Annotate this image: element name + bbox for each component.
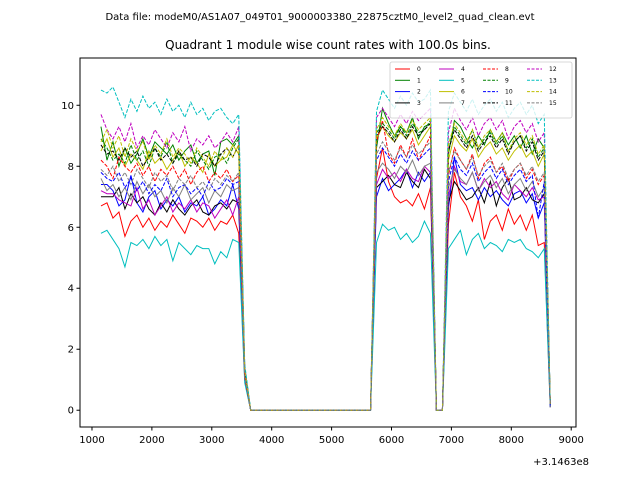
series-line-9 — [100, 118, 551, 411]
x-tick-label: 1000 — [79, 435, 104, 446]
y-tick-label: 10 — [61, 101, 74, 112]
series-line-7 — [100, 158, 551, 411]
x-tick-label: 8000 — [499, 435, 524, 446]
legend-box — [389, 61, 573, 119]
y-tick-label: 0 — [68, 406, 74, 417]
series-line-0 — [100, 147, 551, 411]
x-axis: 1000 2000 3000 4000 5000 6000 7000 8000 9000 — [79, 427, 584, 446]
legend-label-0: 0 — [417, 66, 421, 73]
series-line-14 — [100, 116, 551, 411]
y-tick-label: 6 — [68, 223, 74, 234]
y-tick-label: 2 — [68, 345, 74, 356]
series-line-5 — [100, 219, 551, 411]
series-line-8 — [100, 120, 551, 411]
y-tick-label: 8 — [68, 162, 74, 173]
series-line-13 — [100, 86, 551, 411]
legend-label-6: 6 — [461, 89, 465, 96]
legend-label-4: 4 — [461, 66, 465, 73]
legend-label-8: 8 — [505, 66, 509, 73]
legend-label-12: 12 — [549, 66, 557, 73]
series-line-2 — [100, 157, 551, 411]
series-line-3 — [100, 168, 551, 411]
legend-label-3: 3 — [417, 100, 421, 107]
legend-label-14: 14 — [549, 89, 557, 96]
legend-label-2: 2 — [417, 89, 421, 96]
legend-label-10: 10 — [505, 89, 513, 96]
legend-label-7: 7 — [461, 100, 465, 107]
series-line-12 — [100, 106, 551, 411]
series-line-10 — [100, 146, 551, 411]
legend-label-1: 1 — [417, 77, 421, 84]
y-axis: 0 2 4 6 8 10 — [61, 101, 80, 417]
series-line-15 — [100, 140, 551, 411]
series-line-1 — [100, 106, 551, 411]
series-line-11 — [100, 122, 551, 411]
axes-frame — [79, 57, 577, 428]
chart-title: Quadrant 1 module wise count rates with … — [165, 38, 491, 52]
x-tick-label: 7000 — [439, 435, 464, 446]
series-layer — [100, 86, 551, 411]
x-tick-label: 3000 — [199, 435, 224, 446]
x-tick-label: 4000 — [259, 435, 284, 446]
legend-label-9: 9 — [505, 77, 509, 84]
suptitle: Data file: modeM0/AS1A07_049T01_90000033… — [105, 12, 534, 23]
series-line-4 — [100, 164, 551, 411]
legend-label-5: 5 — [461, 77, 465, 84]
legend-label-15: 15 — [549, 100, 557, 107]
legend-label-11: 11 — [505, 100, 513, 107]
x-axis-offset-label: +3.1463e8 — [533, 457, 589, 468]
x-tick-label: 6000 — [379, 435, 404, 446]
legend-label-13: 13 — [549, 77, 557, 84]
x-tick-label: 9000 — [558, 435, 583, 446]
y-tick-label: 4 — [68, 284, 74, 295]
x-tick-label: 5000 — [319, 435, 344, 446]
x-tick-label: 2000 — [139, 435, 164, 446]
